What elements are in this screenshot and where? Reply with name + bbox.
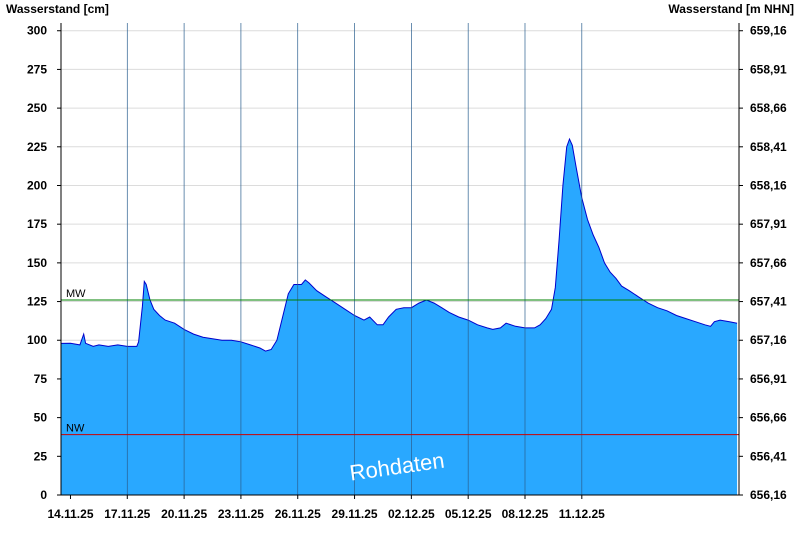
y-tick-label-left: 125	[27, 295, 47, 309]
y-axis-left-title: Wasserstand [cm]	[6, 2, 109, 16]
x-tick-label: 17.11.25	[104, 507, 150, 521]
reference-label-nw: NW	[66, 423, 85, 435]
y-tick-label-right: 658,91	[750, 62, 787, 76]
y-tick-label-right: 658,66	[750, 101, 787, 115]
y-tick-label-right: 658,41	[750, 140, 787, 154]
y-axis-right-title: Wasserstand [m NHN]	[668, 2, 794, 16]
plot-area: MW NW 0 656,16 25 656,41 50 656,66 75 656,91 100 65…	[27, 23, 787, 521]
x-tick-label: 26.11.25	[275, 507, 321, 521]
y-tick-label-left: 100	[27, 333, 47, 347]
y-tick-label-right: 656,41	[750, 449, 787, 463]
water-level-line	[60, 137, 738, 352]
y-tick-label-left: 75	[34, 372, 48, 386]
y-tick-label-left: 300	[27, 24, 47, 38]
x-tick-label: 05.12.25	[445, 507, 492, 521]
y-tick-label-left: 200	[27, 178, 47, 192]
x-tick-label: 11.12.25	[559, 507, 605, 521]
reference-label-mw: MW	[66, 288, 86, 300]
y-tick-label-left: 225	[27, 140, 47, 154]
y-tick-label-right: 657,16	[750, 333, 787, 347]
x-tick-label: 02.12.25	[388, 507, 435, 521]
x-tick-label: 23.11.25	[218, 507, 264, 521]
x-tick-label: 29.11.25	[332, 507, 378, 521]
y-tick-label-right: 657,91	[750, 217, 787, 231]
y-tick-label-right: 657,66	[750, 256, 787, 270]
y-tick-label-left: 150	[27, 256, 47, 270]
x-tick-label: 20.11.25	[161, 507, 207, 521]
y-tick-label-right: 659,16	[750, 24, 787, 38]
water-level-area	[61, 139, 738, 495]
x-tick-label: 14.11.25	[47, 507, 93, 521]
y-tick-label-left: 175	[27, 217, 47, 231]
y-tick-label-left: 275	[27, 62, 47, 76]
y-tick-label-left: 50	[34, 411, 48, 425]
y-tick-label-left: 0	[40, 488, 47, 502]
y-tick-label-left: 25	[34, 449, 48, 463]
y-tick-label-right: 656,16	[750, 488, 787, 502]
y-tick-label-right: 657,41	[750, 295, 787, 309]
y-tick-label-right: 658,16	[750, 178, 787, 192]
y-tick-label-left: 250	[27, 101, 47, 115]
y-tick-label-right: 656,91	[750, 372, 787, 386]
y-tick-label-right: 656,66	[750, 411, 787, 425]
x-tick-label: 08.12.25	[502, 507, 549, 521]
